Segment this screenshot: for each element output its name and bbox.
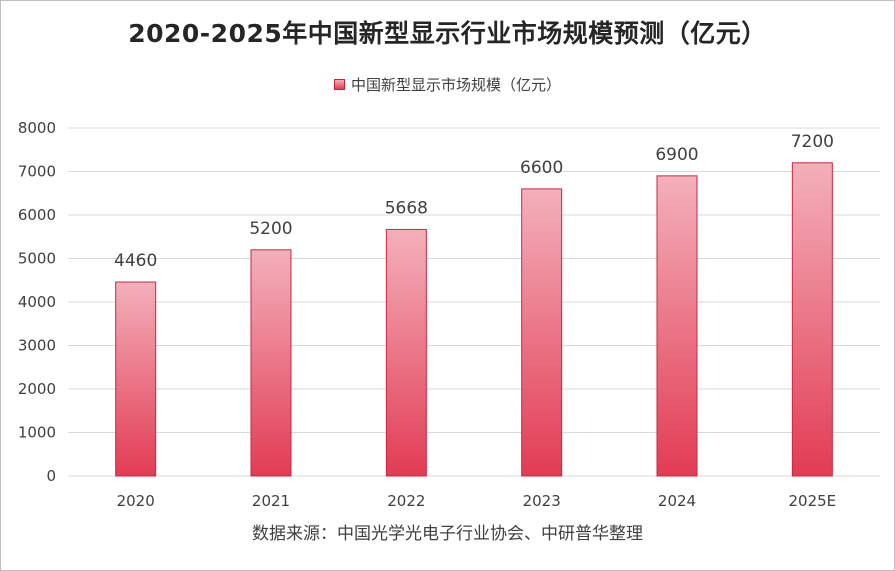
x-tick-label: 2023 <box>523 492 561 510</box>
gridlines <box>68 127 880 477</box>
data-label: 4460 <box>114 251 157 271</box>
bar <box>791 162 833 477</box>
y-tick-label: 3000 <box>18 337 56 355</box>
bar <box>385 228 427 477</box>
x-tick-label: 2022 <box>387 492 425 510</box>
x-tick-label: 2020 <box>117 492 155 510</box>
data-label: 6600 <box>520 158 563 178</box>
source-note: 数据来源：中国光学光电子行业协会、中研普华整理 <box>252 524 643 544</box>
y-axis-ticks: 0 1000 2000 3000 4000 5000 6000 7000 8000 <box>18 119 56 485</box>
data-label: 6900 <box>655 145 698 165</box>
bar <box>115 281 157 477</box>
data-label: 7200 <box>791 132 834 152</box>
y-tick-label: 6000 <box>18 206 56 224</box>
data-label: 5668 <box>385 198 428 218</box>
legend-label: 中国新型显示市场规模（亿元） <box>350 76 561 94</box>
data-labels: 4460 5200 5668 6600 6900 7200 <box>114 132 834 271</box>
y-tick-label: 1000 <box>18 424 56 442</box>
y-tick-label: 2000 <box>18 380 56 398</box>
y-tick-label: 8000 <box>18 119 56 137</box>
y-tick-label: 5000 <box>18 250 56 268</box>
chart-legend: 中国新型显示市场规模（亿元） <box>0 74 895 95</box>
chart-title: 2020-2025年中国新型显示行业市场规模预测（亿元） <box>128 19 767 48</box>
data-label: 5200 <box>249 219 292 239</box>
legend-swatch <box>333 79 345 90</box>
bar <box>521 188 563 477</box>
bar <box>250 249 292 477</box>
x-tick-label: 2024 <box>658 492 696 510</box>
y-tick-label: 7000 <box>18 163 56 181</box>
bars <box>115 162 833 477</box>
x-tick-label: 2025E <box>789 492 837 510</box>
y-tick-label: 0 <box>46 467 56 485</box>
x-tick-label: 2021 <box>252 492 290 510</box>
bar <box>656 175 698 477</box>
y-tick-label: 4000 <box>18 293 56 311</box>
x-axis-ticks: 2020 2021 2022 2023 2024 2025E <box>117 492 837 510</box>
